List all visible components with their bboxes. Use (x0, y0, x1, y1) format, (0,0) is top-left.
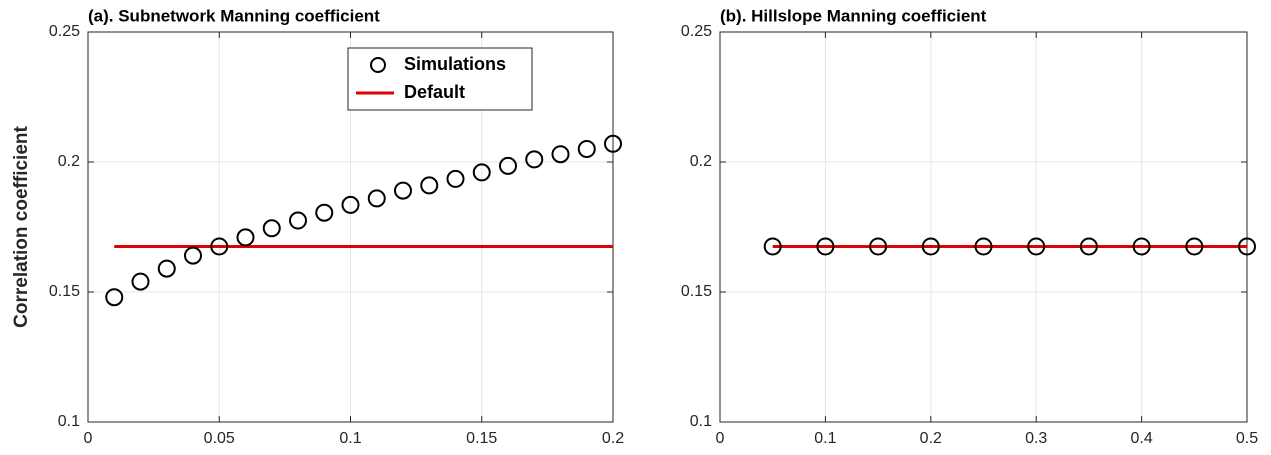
plot-area (720, 32, 1247, 422)
marker (472, 163, 491, 182)
marker (499, 156, 517, 175)
chart-title: (b). Hillslope Manning coefficient (720, 6, 987, 25)
marker (394, 181, 412, 200)
y-tick-label: 0.15 (49, 283, 80, 300)
y-tick-label: 0.1 (690, 413, 712, 430)
marker (446, 169, 465, 188)
x-tick-label: 0.4 (1130, 430, 1152, 447)
legend-swatch (370, 57, 386, 73)
marker (921, 237, 940, 256)
marker (1238, 237, 1256, 256)
y-axis-label: Correlation coefficient (11, 126, 32, 328)
marker (1027, 237, 1046, 256)
marker (577, 140, 596, 158)
x-tick-label: 0.05 (204, 430, 235, 447)
marker (315, 203, 334, 222)
marker (1132, 237, 1151, 256)
x-tick-label: 0.5 (1236, 430, 1258, 447)
chart-title: (a). Subnetwork Manning coefficient (88, 6, 380, 25)
x-tick-label: 0 (84, 430, 93, 447)
marker (367, 189, 386, 208)
marker (1185, 237, 1204, 256)
marker (420, 176, 439, 195)
y-tick-label: 0.2 (690, 153, 712, 170)
marker (210, 237, 229, 256)
y-tick-label: 0.2 (58, 153, 80, 170)
y-tick-label: 0.25 (49, 23, 80, 40)
y-tick-label: 0.25 (681, 23, 712, 40)
x-tick-label: 0.2 (920, 430, 942, 447)
x-tick-label: 0 (716, 430, 725, 447)
marker (869, 237, 888, 256)
marker (816, 237, 835, 256)
x-tick-label: 0.1 (814, 430, 836, 447)
x-tick-label: 0.2 (602, 430, 624, 447)
legend-label: Default (404, 82, 465, 102)
marker (551, 145, 570, 164)
marker (1079, 237, 1098, 256)
marker (184, 246, 202, 265)
plot-frame (719, 31, 1248, 423)
y-tick-label: 0.1 (58, 413, 80, 430)
marker (157, 259, 176, 278)
x-tick-label: 0.1 (339, 430, 361, 447)
marker (131, 272, 150, 291)
marker (289, 211, 307, 230)
marker (105, 288, 124, 307)
marker (525, 150, 544, 169)
x-tick-label: 0.15 (466, 430, 497, 447)
marker (974, 237, 993, 256)
plot-frame (87, 31, 614, 423)
marker (341, 195, 360, 214)
marker (262, 219, 281, 238)
y-tick-label: 0.15 (681, 283, 712, 300)
marker (236, 228, 255, 247)
marker (604, 134, 622, 153)
legend-label: Simulations (404, 54, 506, 74)
x-tick-label: 0.3 (1025, 430, 1047, 447)
marker (763, 237, 782, 256)
